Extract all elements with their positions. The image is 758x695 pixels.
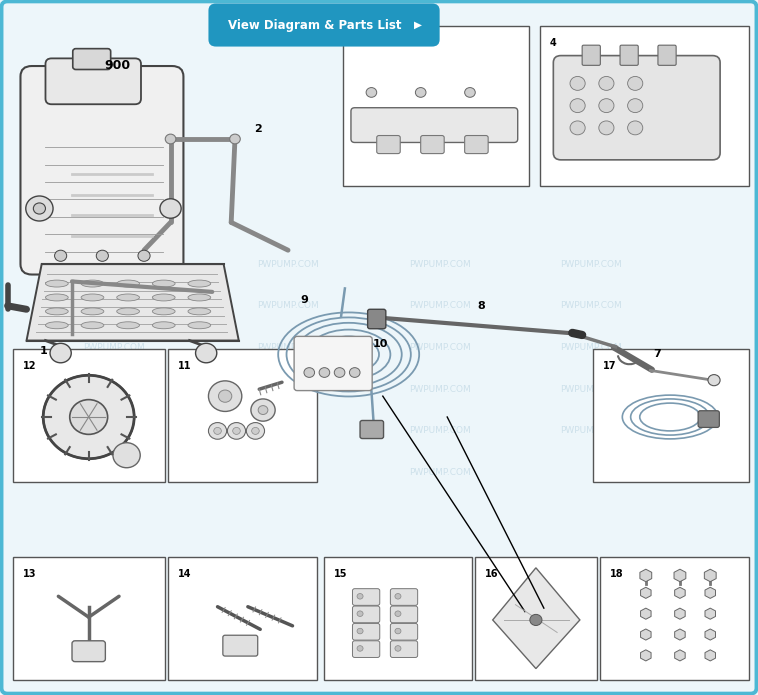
Circle shape <box>357 628 363 634</box>
Circle shape <box>349 368 360 377</box>
FancyBboxPatch shape <box>377 136 400 154</box>
Text: 1: 1 <box>40 346 48 356</box>
Text: 14: 14 <box>178 569 192 579</box>
Circle shape <box>599 99 614 113</box>
Polygon shape <box>705 587 716 598</box>
Text: PWPUMP.COM: PWPUMP.COM <box>257 343 319 352</box>
FancyBboxPatch shape <box>13 557 165 680</box>
Circle shape <box>160 199 181 218</box>
Circle shape <box>227 423 246 439</box>
FancyBboxPatch shape <box>593 349 749 482</box>
Ellipse shape <box>45 294 68 301</box>
Ellipse shape <box>188 280 211 287</box>
Circle shape <box>33 203 45 214</box>
Text: PWPUMP.COM: PWPUMP.COM <box>409 468 471 477</box>
Polygon shape <box>641 608 651 619</box>
Polygon shape <box>705 629 716 640</box>
Text: PWPUMP.COM: PWPUMP.COM <box>560 260 622 268</box>
Ellipse shape <box>45 280 68 287</box>
Ellipse shape <box>152 280 175 287</box>
Circle shape <box>570 76 585 90</box>
Circle shape <box>415 88 426 97</box>
Circle shape <box>395 594 401 599</box>
Ellipse shape <box>45 308 68 315</box>
Polygon shape <box>674 569 686 582</box>
FancyBboxPatch shape <box>223 635 258 656</box>
Circle shape <box>465 88 475 97</box>
Ellipse shape <box>188 294 211 301</box>
Circle shape <box>304 368 315 377</box>
Circle shape <box>70 400 108 434</box>
Text: PWPUMP.COM: PWPUMP.COM <box>560 385 622 393</box>
Circle shape <box>196 343 217 363</box>
Circle shape <box>628 121 643 135</box>
FancyBboxPatch shape <box>360 420 384 439</box>
Polygon shape <box>493 568 580 669</box>
Polygon shape <box>27 264 239 341</box>
FancyBboxPatch shape <box>351 108 518 142</box>
Text: PWPUMP.COM: PWPUMP.COM <box>83 343 145 352</box>
Ellipse shape <box>188 308 211 315</box>
Circle shape <box>50 343 71 363</box>
FancyBboxPatch shape <box>600 557 749 680</box>
Text: PWPUMP.COM: PWPUMP.COM <box>257 427 319 435</box>
FancyBboxPatch shape <box>45 58 141 104</box>
FancyBboxPatch shape <box>390 589 418 605</box>
Ellipse shape <box>152 294 175 301</box>
Circle shape <box>319 368 330 377</box>
FancyBboxPatch shape <box>582 45 600 65</box>
Ellipse shape <box>117 322 139 329</box>
FancyBboxPatch shape <box>390 606 418 623</box>
Circle shape <box>628 99 643 113</box>
Polygon shape <box>704 569 716 582</box>
Polygon shape <box>641 629 651 640</box>
Circle shape <box>230 134 240 144</box>
Polygon shape <box>675 650 685 661</box>
Text: PWPUMP.COM: PWPUMP.COM <box>257 468 319 477</box>
Polygon shape <box>640 569 652 582</box>
FancyBboxPatch shape <box>20 66 183 275</box>
Ellipse shape <box>45 322 68 329</box>
Text: 3: 3 <box>352 38 359 47</box>
Circle shape <box>570 99 585 113</box>
FancyBboxPatch shape <box>73 49 111 70</box>
Text: PWPUMP.COM: PWPUMP.COM <box>257 385 319 393</box>
Text: 10: 10 <box>373 339 388 349</box>
FancyBboxPatch shape <box>368 309 386 329</box>
Text: PWPUMP.COM: PWPUMP.COM <box>83 427 145 435</box>
Ellipse shape <box>81 280 104 287</box>
FancyBboxPatch shape <box>475 557 597 680</box>
Ellipse shape <box>117 280 139 287</box>
FancyBboxPatch shape <box>352 623 380 640</box>
Circle shape <box>165 134 176 144</box>
Ellipse shape <box>188 322 211 329</box>
Circle shape <box>395 628 401 634</box>
Text: 17: 17 <box>603 361 616 370</box>
Ellipse shape <box>117 308 139 315</box>
Circle shape <box>334 368 345 377</box>
Text: PWPUMP.COM: PWPUMP.COM <box>83 302 145 310</box>
Text: PWPUMP.COM: PWPUMP.COM <box>409 260 471 268</box>
Text: PWPUMP.COM: PWPUMP.COM <box>409 385 471 393</box>
Text: PWPUMP.COM: PWPUMP.COM <box>409 343 471 352</box>
Circle shape <box>357 646 363 651</box>
FancyBboxPatch shape <box>294 336 372 391</box>
Circle shape <box>530 614 542 626</box>
Text: PWPUMP.COM: PWPUMP.COM <box>257 260 319 268</box>
FancyBboxPatch shape <box>13 349 165 482</box>
Polygon shape <box>675 608 685 619</box>
FancyBboxPatch shape <box>390 641 418 657</box>
Circle shape <box>43 375 134 459</box>
Text: 8: 8 <box>478 302 485 311</box>
FancyBboxPatch shape <box>390 623 418 640</box>
Circle shape <box>251 399 275 421</box>
Ellipse shape <box>81 308 104 315</box>
Circle shape <box>599 76 614 90</box>
Polygon shape <box>675 629 685 640</box>
Circle shape <box>366 88 377 97</box>
Polygon shape <box>641 650 651 661</box>
Text: 12: 12 <box>23 361 36 370</box>
Text: View Diagram & Parts List: View Diagram & Parts List <box>228 19 402 31</box>
FancyBboxPatch shape <box>540 26 749 186</box>
